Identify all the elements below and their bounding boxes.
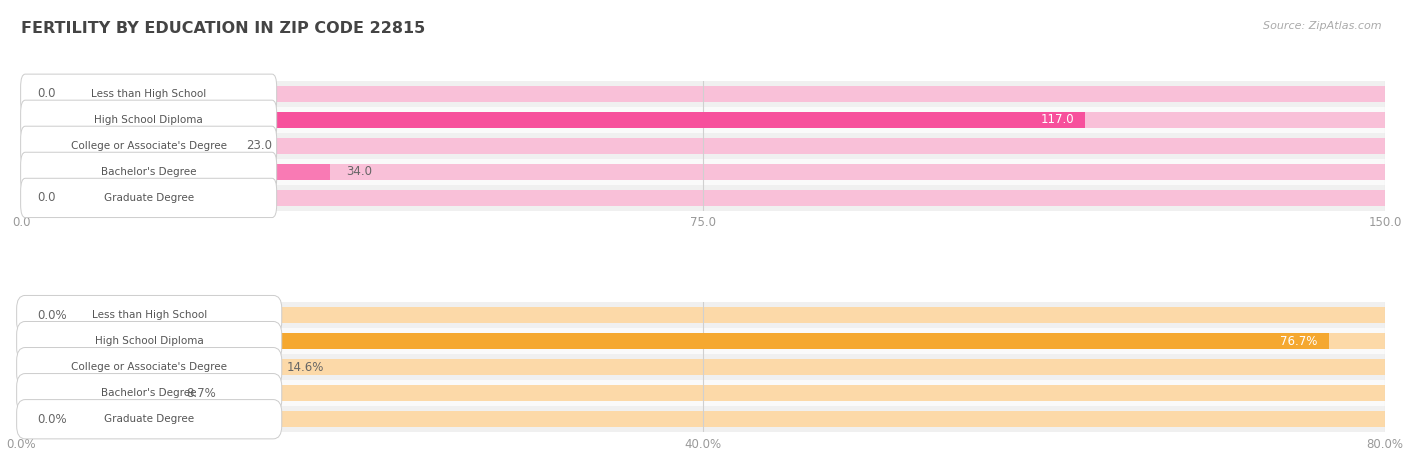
FancyBboxPatch shape: [21, 74, 277, 114]
Text: College or Associate's Degree: College or Associate's Degree: [70, 141, 226, 151]
FancyBboxPatch shape: [17, 373, 281, 413]
Bar: [21, 359, 1385, 375]
Bar: [21, 190, 1385, 206]
Text: Bachelor's Degree: Bachelor's Degree: [101, 167, 197, 177]
Bar: [21, 164, 330, 180]
FancyBboxPatch shape: [17, 399, 281, 439]
Text: 23.0: 23.0: [246, 139, 273, 152]
Bar: [21, 107, 1385, 133]
Text: College or Associate's Degree: College or Associate's Degree: [72, 362, 228, 372]
Text: Bachelor's Degree: Bachelor's Degree: [101, 388, 197, 398]
Text: Less than High School: Less than High School: [91, 89, 207, 99]
FancyBboxPatch shape: [21, 152, 277, 191]
Text: Source: ZipAtlas.com: Source: ZipAtlas.com: [1264, 21, 1382, 31]
Bar: [21, 385, 1385, 401]
Text: 0.0%: 0.0%: [38, 309, 67, 322]
FancyBboxPatch shape: [21, 100, 277, 140]
Bar: [21, 133, 1385, 159]
Bar: [21, 185, 1385, 211]
Text: 117.0: 117.0: [1040, 114, 1074, 126]
Text: 76.7%: 76.7%: [1281, 334, 1317, 348]
Text: 14.6%: 14.6%: [287, 361, 323, 374]
Text: High School Diploma: High School Diploma: [94, 115, 202, 125]
Text: 0.0: 0.0: [38, 191, 56, 204]
Text: 0.0: 0.0: [38, 87, 56, 100]
Bar: [21, 112, 1085, 128]
Bar: [21, 333, 1329, 349]
Bar: [21, 328, 1385, 354]
Bar: [21, 333, 1385, 349]
Text: Less than High School: Less than High School: [91, 310, 207, 320]
Bar: [21, 138, 1385, 154]
Text: Graduate Degree: Graduate Degree: [104, 193, 194, 203]
Text: 0.0%: 0.0%: [38, 413, 67, 426]
FancyBboxPatch shape: [17, 322, 281, 361]
Bar: [21, 307, 1385, 323]
Bar: [21, 354, 1385, 380]
Bar: [21, 411, 1385, 428]
Text: FERTILITY BY EDUCATION IN ZIP CODE 22815: FERTILITY BY EDUCATION IN ZIP CODE 22815: [21, 21, 426, 37]
Bar: [21, 81, 1385, 107]
Bar: [21, 380, 1385, 406]
Bar: [21, 112, 1385, 128]
Bar: [21, 385, 169, 401]
Text: 34.0: 34.0: [347, 165, 373, 179]
Bar: [21, 86, 1385, 102]
Bar: [21, 406, 1385, 432]
Bar: [21, 164, 1385, 180]
Bar: [21, 138, 231, 154]
Bar: [21, 159, 1385, 185]
Text: 8.7%: 8.7%: [186, 387, 215, 399]
Bar: [21, 302, 1385, 328]
FancyBboxPatch shape: [21, 178, 277, 218]
Text: High School Diploma: High School Diploma: [94, 336, 204, 346]
FancyBboxPatch shape: [21, 126, 277, 165]
Bar: [21, 359, 270, 375]
FancyBboxPatch shape: [17, 348, 281, 387]
Text: Graduate Degree: Graduate Degree: [104, 414, 194, 424]
FancyBboxPatch shape: [17, 295, 281, 335]
